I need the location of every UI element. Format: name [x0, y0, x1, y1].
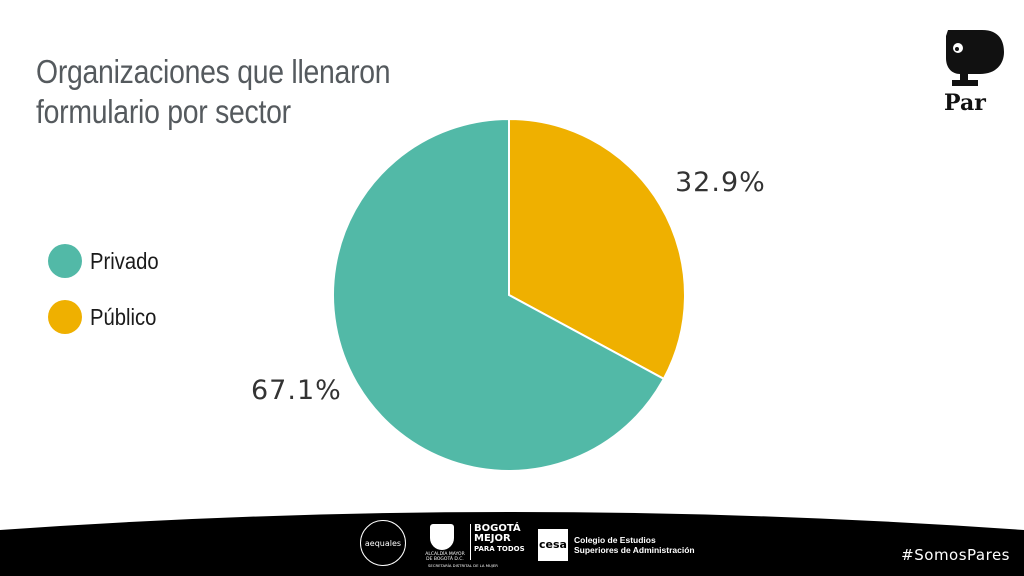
- par-logo-text: Par: [944, 90, 986, 114]
- cesa-text: Colegio de Estudios Superiores de Admini…: [574, 535, 695, 555]
- data-label-publico: 32.9%: [675, 167, 766, 198]
- legend-label-privado: Privado: [90, 247, 159, 274]
- bogota-logo: ALCALDÍA MAYOR DE BOGOTÁ D.C. BOGOTÁ MEJ…: [424, 522, 528, 570]
- cesa-mark: cesa: [538, 529, 568, 561]
- aequales-logo: aequales: [360, 520, 406, 566]
- bogota-separator: [470, 524, 471, 560]
- data-label-privado: 67.1%: [251, 375, 342, 406]
- bogota-line-2: MEJOR: [474, 533, 511, 544]
- cesa-logo: cesa Colegio de Estudios Superiores de A…: [538, 526, 695, 564]
- pie-slice-publico: [508, 117, 686, 381]
- par-logo: Par: [944, 30, 1004, 114]
- title-line-1: Organizaciones que llenaron: [36, 53, 391, 90]
- chart-legend: Privado Público: [48, 242, 168, 354]
- par-logo-pupil: [955, 47, 959, 51]
- legend-label-publico: Público: [90, 303, 157, 330]
- pie-chart: 67.1% 32.9%: [251, 117, 766, 472]
- legend-swatch-publico: [48, 300, 82, 334]
- bogota-line-3: PARA TODOS: [474, 545, 525, 553]
- secretaria-text: SECRETARÍA DISTRITAL DE LA MUJER: [428, 563, 498, 568]
- bogota-line-1: BOGOTÁ: [474, 523, 521, 534]
- bogota-crest-icon: [430, 524, 454, 550]
- aequales-logo-text: aequales: [364, 538, 402, 548]
- legend-item-publico: Público: [48, 298, 168, 336]
- bogota-mejor-text: BOGOTÁ MEJOR PARA TODOS: [474, 524, 525, 554]
- pie-slice-privado: [332, 117, 666, 472]
- par-logo-base: [952, 80, 978, 86]
- par-logo-mark: [946, 30, 1004, 86]
- cesa-line-2: Superiores de Administración: [574, 545, 695, 555]
- hashtag-text: #SomosPares: [901, 546, 1010, 564]
- page-title: Organizaciones que llenaron formulario p…: [36, 52, 432, 132]
- alcaldia-text: ALCALDÍA MAYOR DE BOGOTÁ D.C.: [425, 552, 465, 562]
- footer-band: [0, 512, 1024, 576]
- legend-swatch-privado: [48, 244, 82, 278]
- title-line-2: formulario por sector: [36, 93, 291, 130]
- cesa-line-1: Colegio de Estudios: [574, 535, 656, 545]
- legend-item-privado: Privado: [48, 242, 168, 280]
